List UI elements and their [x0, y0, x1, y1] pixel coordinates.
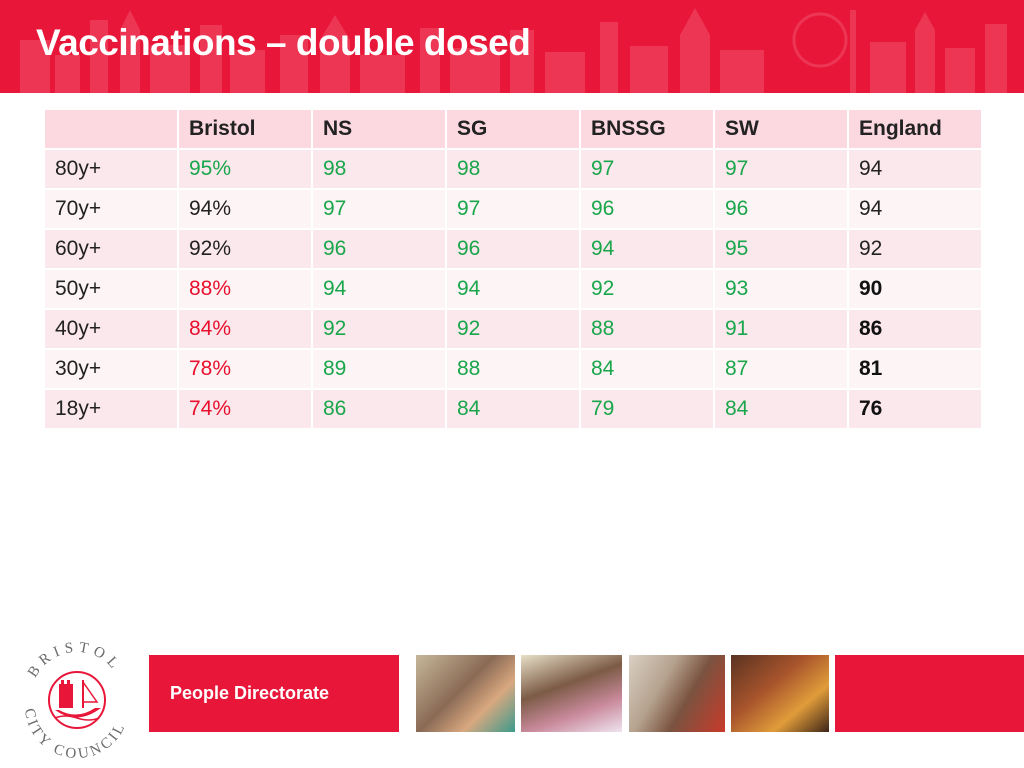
table-cell: 95: [715, 230, 847, 268]
table-cell: 98: [447, 150, 579, 188]
table-cell: 94: [313, 270, 445, 308]
table-row: 80y+ 95% 98 98 97 97 94: [45, 150, 981, 188]
table-cell: 96: [447, 230, 579, 268]
row-label-cell: 80y+: [45, 150, 177, 188]
row-label-cell: 40y+: [45, 310, 177, 348]
header-cell-sg: SG: [447, 110, 579, 148]
table-cell: 90: [849, 270, 981, 308]
table-cell: 92: [849, 230, 981, 268]
table-cell: 79: [581, 390, 713, 428]
family-photo-1: [416, 655, 515, 732]
table-cell: 84: [447, 390, 579, 428]
table-cell: 96: [313, 230, 445, 268]
header-cell-bristol: Bristol: [179, 110, 311, 148]
table-cell: 97: [447, 190, 579, 228]
table-row: 18y+ 74% 86 84 79 84 76: [45, 390, 981, 428]
table-cell: 97: [581, 150, 713, 188]
header-cell-ns: NS: [313, 110, 445, 148]
table-cell: 87: [715, 350, 847, 388]
slide-title: Vaccinations – double dosed: [36, 22, 531, 63]
table-row: 40y+ 84% 92 92 88 91 86: [45, 310, 981, 348]
table-cell: 92: [581, 270, 713, 308]
table-cell: 92%: [179, 230, 311, 268]
header-cell-england: England: [849, 110, 981, 148]
table-cell: 94: [849, 150, 981, 188]
table-cell: 97: [313, 190, 445, 228]
table-cell: 95%: [179, 150, 311, 188]
table-row: 70y+ 94% 97 97 96 96 94: [45, 190, 981, 228]
row-label-cell: 18y+: [45, 390, 177, 428]
table-cell: 88: [447, 350, 579, 388]
table-cell: 76: [849, 390, 981, 428]
row-label-cell: 30y+: [45, 350, 177, 388]
family-photo-4: [731, 655, 829, 732]
table-cell: 94: [581, 230, 713, 268]
table-row: 60y+ 92% 96 96 94 95 92: [45, 230, 981, 268]
table-cell: 97: [715, 150, 847, 188]
table-cell: 94%: [179, 190, 311, 228]
table-cell: 98: [313, 150, 445, 188]
header-cell-bnssg: BNSSG: [581, 110, 713, 148]
row-label-cell: 70y+: [45, 190, 177, 228]
table-cell: 96: [715, 190, 847, 228]
table-cell: 94: [447, 270, 579, 308]
table-cell: 96: [581, 190, 713, 228]
table-cell: 92: [313, 310, 445, 348]
table-cell: 84: [715, 390, 847, 428]
table-cell: 88: [581, 310, 713, 348]
footer-red-bar-right: [835, 655, 1024, 732]
footer-red-bar-left: [149, 655, 399, 732]
table-cell: 91: [715, 310, 847, 348]
table-cell: 81: [849, 350, 981, 388]
table-cell: 92: [447, 310, 579, 348]
city-skyline-graphic: [20, 8, 1007, 93]
table-cell: 86: [313, 390, 445, 428]
header-cell-empty: [45, 110, 177, 148]
table-cell: 84: [581, 350, 713, 388]
table-cell: 88%: [179, 270, 311, 308]
table-cell: 74%: [179, 390, 311, 428]
vaccination-table: Bristol NS SG BNSSG SW England 80y+ 95% 98…: [43, 108, 983, 430]
family-photo-3: [629, 655, 725, 732]
slide-header: Vaccinations – double dosed: [0, 0, 1024, 93]
family-photo-2: [521, 655, 622, 732]
header-cell-sw: SW: [715, 110, 847, 148]
table-header-row: Bristol NS SG BNSSG SW England: [45, 110, 981, 148]
bristol-city-council-logo: BRISTOL CITY COUNCIL: [21, 640, 127, 760]
table-row: 30y+ 78% 89 88 84 87 81: [45, 350, 981, 388]
row-label-cell: 60y+: [45, 230, 177, 268]
table-row: 50y+ 88% 94 94 92 93 90: [45, 270, 981, 308]
row-label-cell: 50y+: [45, 270, 177, 308]
table-cell: 89: [313, 350, 445, 388]
table-cell: 78%: [179, 350, 311, 388]
table-cell: 86: [849, 310, 981, 348]
table-cell: 93: [715, 270, 847, 308]
table-cell: 94: [849, 190, 981, 228]
table-cell: 84%: [179, 310, 311, 348]
footer-label: People Directorate: [170, 683, 330, 703]
